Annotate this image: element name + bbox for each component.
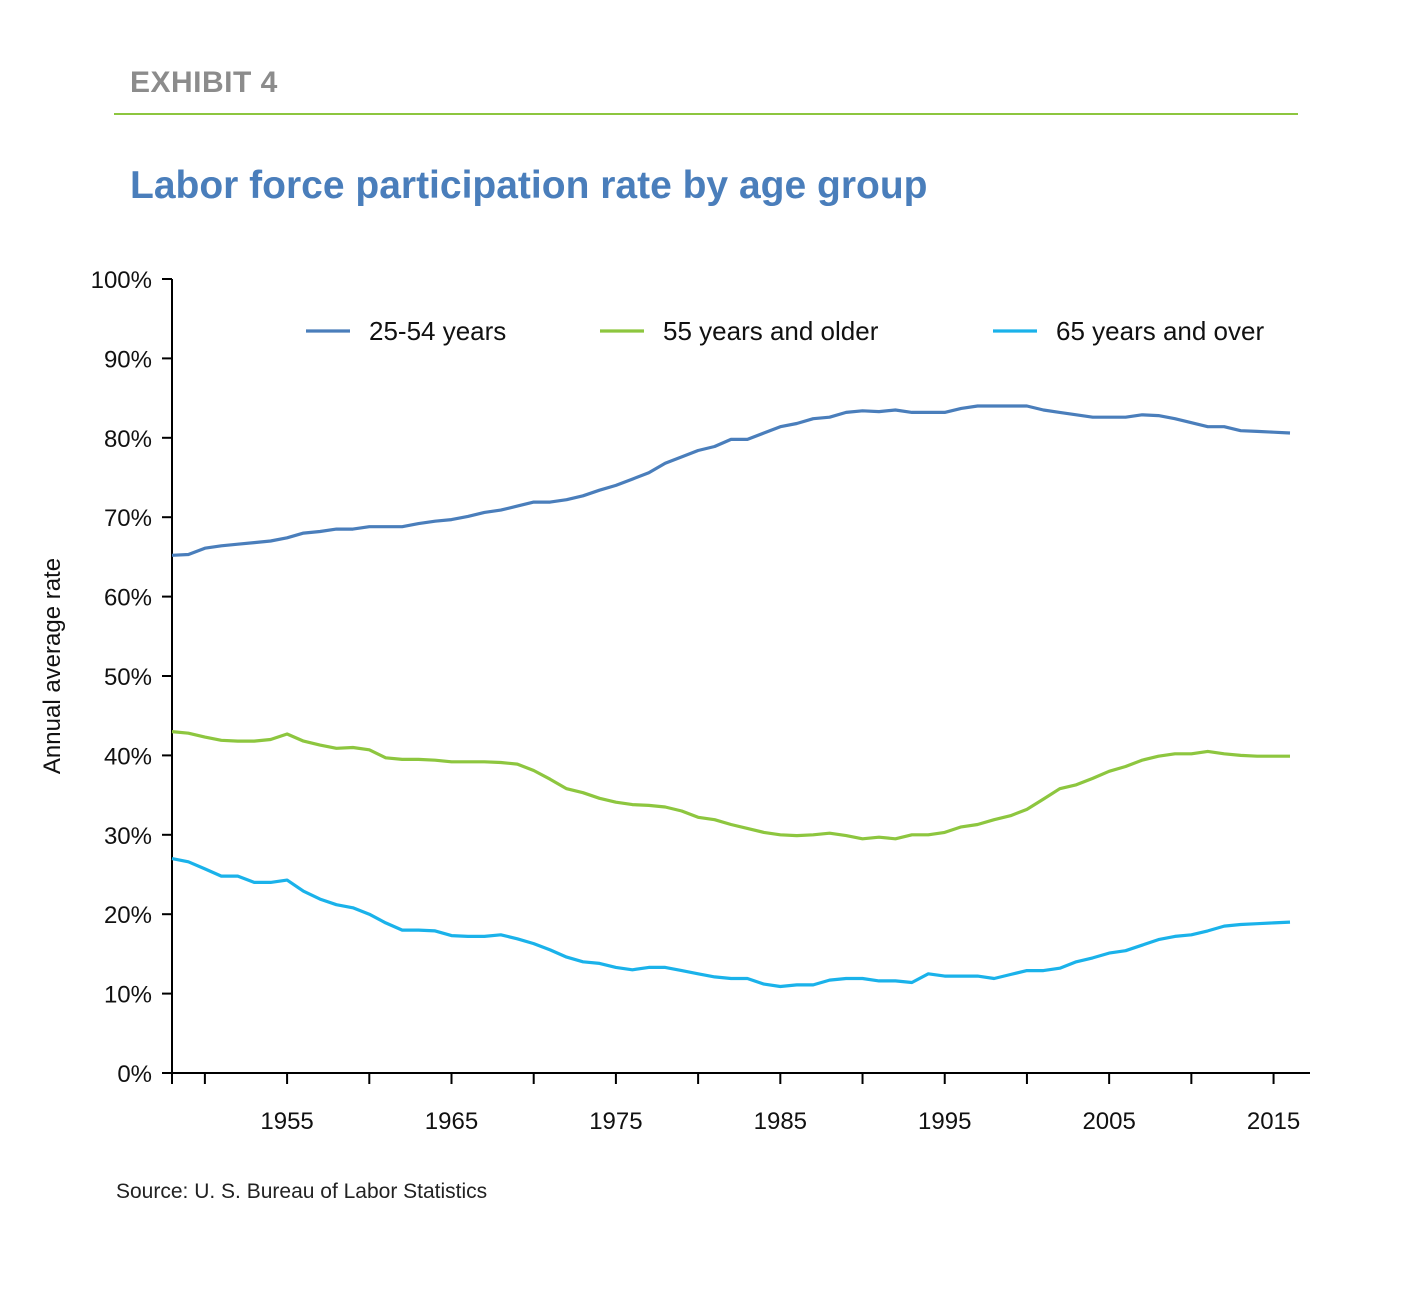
- chart-legend: 25-54 years 55 years and older 65 years an…: [306, 316, 1264, 346]
- y-axis-label: Annual average rate: [39, 558, 66, 774]
- x-tick-label: 1955: [260, 1108, 313, 1135]
- x-tick-label: 1965: [425, 1108, 478, 1135]
- y-tick-label: 30%: [104, 823, 152, 850]
- y-tick-label: 0%: [117, 1061, 152, 1088]
- y-tick-label: 80%: [104, 426, 152, 453]
- exhibit-label: EXHIBIT 4: [130, 66, 278, 99]
- chart-series: [171, 404, 1291, 989]
- y-tick-label: 20%: [104, 902, 152, 929]
- y-tick-label: 50%: [104, 664, 152, 691]
- y-tick-label: 90%: [104, 346, 152, 373]
- chart-title: Labor force participation rate by age gr…: [130, 164, 928, 207]
- y-tick-label: 40%: [104, 743, 152, 770]
- x-tick-label: 1975: [589, 1108, 642, 1135]
- y-tick-label: 70%: [104, 505, 152, 532]
- x-tick-label: 1985: [754, 1108, 807, 1135]
- y-tick-label: 100%: [91, 267, 152, 294]
- legend-label: 25-54 years: [369, 316, 506, 346]
- y-tick-label: 10%: [104, 982, 152, 1009]
- x-tick-label: 1995: [918, 1108, 971, 1135]
- legend-label: 55 years and older: [663, 316, 879, 346]
- legend-label: 65 years and over: [1056, 316, 1264, 346]
- series-line-55-years-and-older: [171, 730, 1290, 841]
- chart-axes: 0% 10% 20% 30% 40% 50% 60% 70% 80% 90% 100% 1955 196…: [91, 267, 1310, 1135]
- series-line-65-years-and-over: [171, 857, 1291, 989]
- header-divider: [114, 113, 1298, 115]
- source-note: Source: U. S. Bureau of Labor Statistics: [116, 1180, 488, 1203]
- x-tick-label: 2015: [1247, 1108, 1300, 1135]
- x-tick-label: 2005: [1082, 1108, 1135, 1135]
- y-tick-label: 60%: [104, 585, 152, 612]
- series-line-25-54-years: [171, 404, 1291, 557]
